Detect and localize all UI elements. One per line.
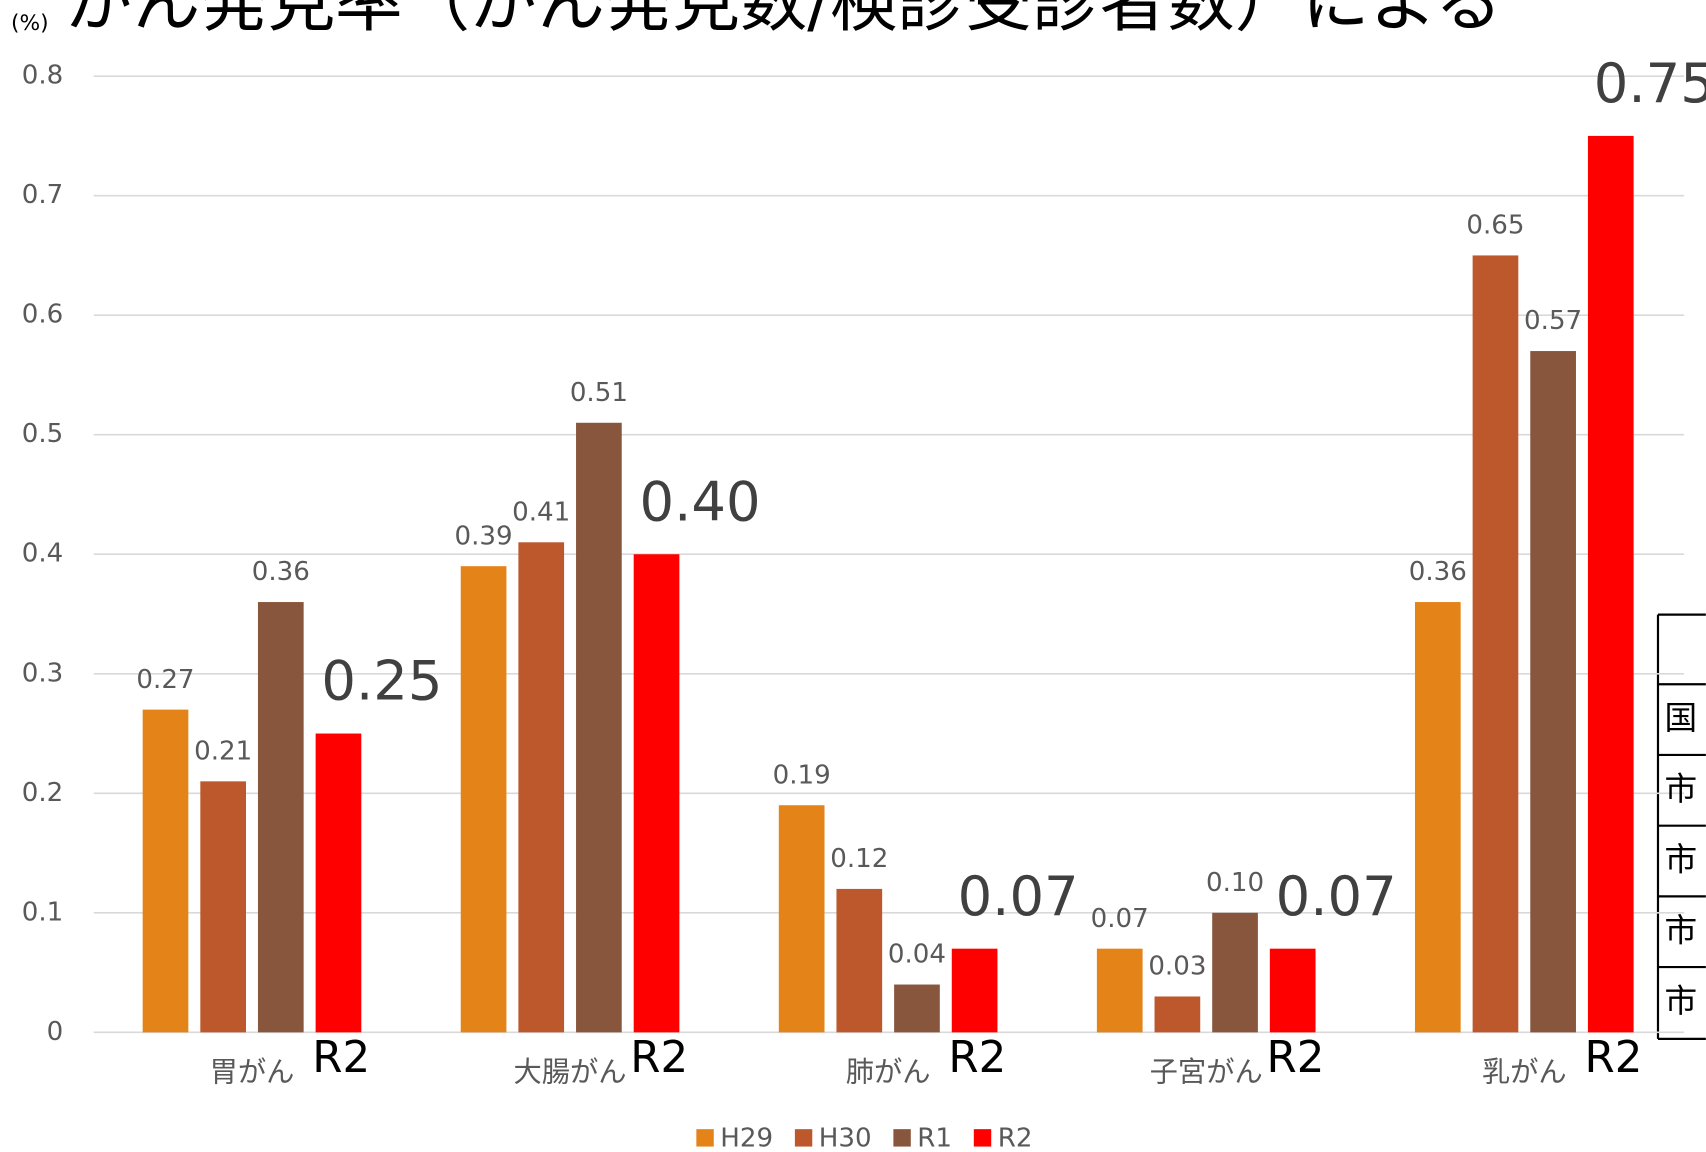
legend-swatch (973, 1129, 992, 1147)
bar (142, 709, 189, 1033)
legend-swatch (893, 1129, 911, 1147)
data-label: 0.12 (830, 844, 888, 874)
y-tick-label: 0.7 (22, 180, 64, 210)
x-tick-label: 大腸がん (514, 1056, 627, 1089)
bar (1212, 912, 1258, 1033)
data-label: 0.27 (136, 665, 194, 695)
data-label: 0.75 (1594, 52, 1706, 115)
data-label: 0.19 (773, 760, 831, 790)
data-label: 0.57 (1524, 306, 1582, 336)
legend-swatch (794, 1129, 813, 1147)
y-tick-label: 0.1 (22, 897, 64, 927)
data-label: 0.25 (321, 650, 442, 713)
bar (1472, 255, 1519, 1033)
table-cell: 市 (1665, 841, 1698, 879)
table-cell: 国 (1665, 699, 1698, 737)
table-cell: 市 (1665, 911, 1698, 949)
bar (951, 948, 998, 1033)
y-unit: (%) (11, 11, 49, 36)
data-label: 0.51 (570, 378, 628, 408)
bar (633, 554, 680, 1033)
legend-label: H29 (720, 1123, 773, 1152)
bar (576, 422, 622, 1033)
y-tick-label: 0.5 (22, 419, 64, 449)
x-tick-label: 胃がん (210, 1056, 295, 1089)
data-label: 0.07 (1091, 904, 1149, 934)
y-tick-label: 0.6 (22, 300, 64, 330)
bar (460, 566, 507, 1033)
bar (315, 733, 362, 1033)
x-tick-label: 肺がん (846, 1056, 931, 1089)
x-tick-label: 乳がん (1482, 1056, 1567, 1089)
legend-label: R2 (998, 1123, 1033, 1152)
bar (518, 542, 565, 1033)
data-label: 0.21 (194, 736, 252, 766)
bar (894, 984, 940, 1033)
chart-title: がん発見率（がん発見数/検診受診者数）による (65, 0, 1502, 41)
bar (778, 805, 825, 1033)
table-cell: 市 (1665, 770, 1698, 808)
bar (1530, 351, 1576, 1033)
legend-label: H30 (819, 1123, 872, 1152)
bar (836, 888, 883, 1033)
annotation: R2 (1585, 1033, 1643, 1083)
data-label: 0.36 (252, 557, 310, 587)
y-tick-label: 0 (47, 1017, 64, 1047)
data-label: 0.04 (888, 940, 946, 970)
data-label: 0.07 (958, 865, 1079, 928)
y-tick-label: 0.8 (22, 61, 64, 91)
data-label: 0.40 (640, 470, 761, 533)
annotation: R2 (630, 1033, 688, 1083)
data-label: 0.03 (1148, 952, 1206, 982)
bar (1096, 948, 1143, 1033)
bar (1154, 996, 1201, 1033)
annotation: R2 (948, 1033, 1006, 1083)
x-tick-label: 子宮がん (1150, 1056, 1263, 1089)
data-label: 0.41 (512, 497, 570, 527)
bar (257, 602, 304, 1033)
data-label: 0.07 (1276, 865, 1397, 928)
legend-swatch (696, 1129, 714, 1147)
y-tick-label: 0.4 (22, 539, 64, 569)
data-label: 0.39 (455, 521, 513, 551)
legend-label: R1 (917, 1123, 952, 1152)
data-label: 0.10 (1206, 868, 1264, 898)
y-tick-label: 0.2 (22, 778, 64, 808)
bar (200, 781, 246, 1033)
annotation: R2 (312, 1033, 370, 1083)
y-tick-label: 0.3 (22, 658, 64, 688)
bar (1414, 602, 1461, 1033)
data-label: 0.65 (1466, 211, 1524, 241)
annotation: R2 (1266, 1033, 1324, 1083)
bar (1269, 948, 1316, 1033)
data-label: 0.36 (1409, 557, 1467, 587)
bar (1587, 135, 1634, 1033)
table-cell: 市 (1665, 982, 1698, 1020)
